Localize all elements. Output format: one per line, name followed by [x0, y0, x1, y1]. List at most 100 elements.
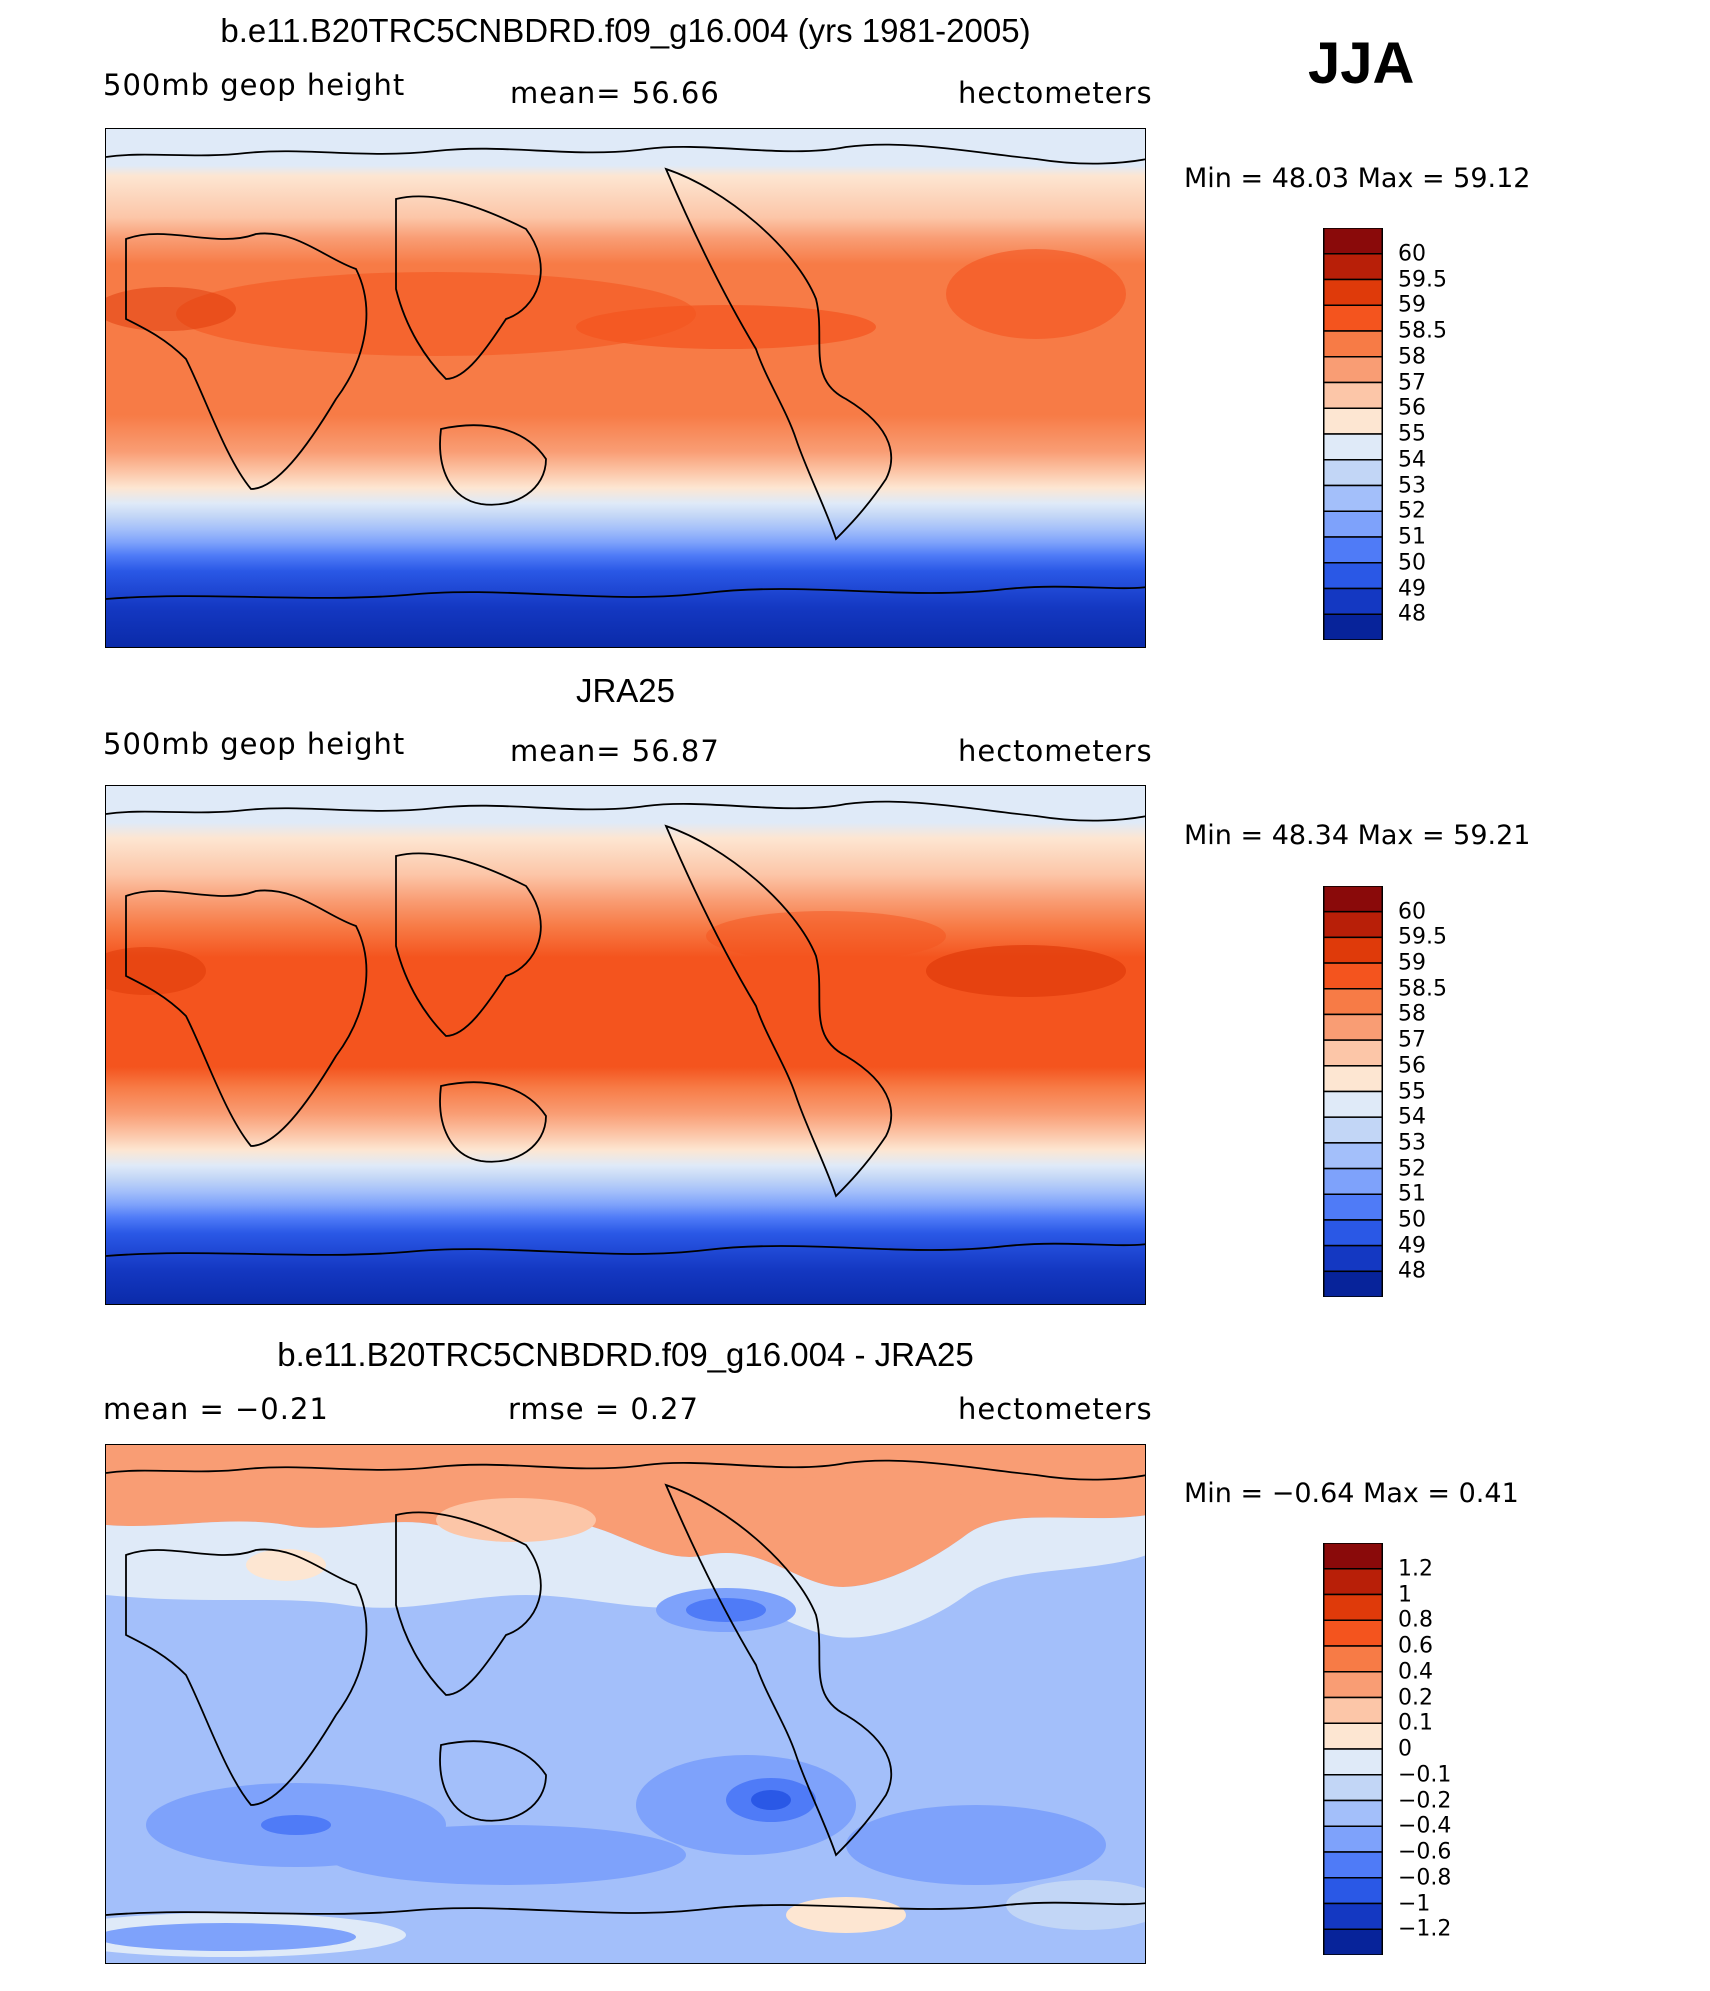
panel1-units-label: hectometers — [958, 76, 1153, 110]
panel2-units-label: hectometers — [958, 734, 1153, 768]
colorbar-tick-label: −1 — [1398, 1891, 1431, 1916]
colorbar-tick-label: −0.1 — [1398, 1762, 1452, 1788]
colorbar-swatch — [1323, 1722, 1383, 1750]
colorbar-tick-label: 59.5 — [1398, 924, 1447, 950]
colorbar-tick-label: 55 — [1398, 1079, 1426, 1104]
colorbar-swatch — [1323, 1877, 1383, 1905]
panel3-units-label: hectometers — [958, 1392, 1153, 1426]
colorbar-swatch — [1323, 536, 1383, 564]
colorbar-tick-label: 60 — [1398, 241, 1426, 267]
panel3-minmax: Min = −0.64 Max = 0.41 — [1184, 1478, 1519, 1509]
colorbar-swatch — [1323, 1619, 1383, 1647]
colorbar-tick-label: 1.2 — [1398, 1556, 1433, 1582]
colorbar-swatch — [1323, 1065, 1383, 1093]
colorbar-swatch — [1323, 356, 1383, 384]
colorbar-tick-label: 60 — [1398, 899, 1426, 925]
colorbar-tick-label: 0.2 — [1398, 1685, 1433, 1710]
colorbar-tick-label: 50 — [1398, 1207, 1426, 1233]
colorbar-swatch — [1323, 1928, 1383, 1955]
colorbar-swatch — [1323, 1244, 1383, 1273]
colorbar-tick-label: 59.5 — [1398, 267, 1447, 292]
colorbar-swatch — [1323, 1193, 1383, 1221]
colorbar-swatch — [1323, 228, 1383, 255]
colorbar-swatch — [1323, 962, 1383, 990]
colorbar-tick-label: −1.2 — [1398, 1916, 1452, 1942]
colorbar-swatch — [1323, 459, 1383, 487]
colorbar-tick-label: 58 — [1398, 1001, 1426, 1027]
panel1-title: b.e11.B20TRC5CNBDRD.f09_g16.004 (yrs 198… — [220, 12, 1031, 49]
colorbar-swatch — [1323, 433, 1383, 461]
colorbar-swatch — [1323, 1013, 1383, 1041]
colorbar-tick-label: 51 — [1398, 1181, 1426, 1207]
colorbar-tick-label: 57 — [1398, 370, 1426, 395]
colorbar-swatch — [1323, 1671, 1383, 1699]
colorbar-swatch — [1323, 1799, 1383, 1827]
colorbar-tick-label: 54 — [1398, 1104, 1426, 1130]
colorbar-swatch — [1323, 1902, 1383, 1930]
panel3-rmse-label: rmse = 0.27 — [508, 1392, 699, 1426]
colorbar-tick-label: 1 — [1398, 1582, 1412, 1607]
panel2-mean-label: mean= 56.87 — [510, 734, 720, 768]
panel3-mean-label: mean = −0.21 — [103, 1392, 329, 1426]
colorbar-tick-label: 59 — [1398, 292, 1426, 318]
colorbar-swatch — [1323, 587, 1383, 615]
colorbar-tick-label: 0.4 — [1398, 1659, 1433, 1685]
colorbar-swatch — [1323, 1825, 1383, 1853]
colorbar-swatch — [1323, 484, 1383, 512]
colorbar-swatch — [1323, 1543, 1383, 1570]
colorbar-tick-label: 50 — [1398, 550, 1426, 576]
colorbar-swatch — [1323, 304, 1383, 332]
panel1-minmax: Min = 48.03 Max = 59.12 — [1184, 163, 1531, 194]
panel2-title: JRA25 — [575, 672, 676, 709]
colorbar-tick-label: 0.1 — [1398, 1710, 1433, 1736]
colorbar-swatch — [1323, 886, 1383, 913]
colorbar-swatch — [1323, 562, 1383, 590]
panel1-mean-label: mean= 56.66 — [510, 76, 720, 110]
colorbar-swatch — [1323, 1219, 1383, 1247]
colorbar-tick-label: 56 — [1398, 395, 1426, 421]
colorbar-tick-label: 56 — [1398, 1053, 1426, 1079]
panel2-minmax: Min = 48.34 Max = 59.21 — [1184, 820, 1531, 851]
colorbar-swatch — [1323, 407, 1383, 435]
colorbar-tick-label: 51 — [1398, 524, 1426, 550]
colorbar-tick-label: 54 — [1398, 447, 1426, 473]
colorbar-swatch — [1323, 1851, 1383, 1879]
colorbar-swatch — [1323, 1696, 1383, 1724]
colorbar-tick-label: 53 — [1398, 473, 1426, 498]
panel1-colorbar — [1323, 228, 1383, 640]
colorbar-tick-label: 55 — [1398, 421, 1426, 447]
colorbar-tick-label: 0.6 — [1398, 1633, 1433, 1659]
colorbar-tick-label: 0.8 — [1398, 1607, 1433, 1633]
colorbar-tick-label: 49 — [1398, 576, 1426, 601]
panel2-colorbar — [1323, 886, 1383, 1297]
colorbar-tick-label: 48 — [1398, 1258, 1426, 1284]
colorbar-swatch — [1323, 1116, 1383, 1144]
colorbar-swatch — [1323, 1748, 1383, 1776]
colorbar-swatch — [1323, 278, 1383, 306]
colorbar-swatch — [1323, 510, 1383, 538]
colorbar-swatch — [1323, 1090, 1383, 1118]
panel3-map — [105, 1444, 1146, 1964]
panel3-colorbar — [1323, 1543, 1383, 1955]
colorbar-tick-label: 57 — [1398, 1027, 1426, 1053]
season-label: JJA — [1308, 31, 1415, 96]
colorbar-swatch — [1323, 1774, 1383, 1802]
panel1-map — [105, 128, 1146, 648]
panel3-title: b.e11.B20TRC5CNBDRD.f09_g16.004 - JRA25 — [277, 1336, 974, 1373]
colorbar-swatch — [1323, 381, 1383, 409]
colorbar-tick-label: 58.5 — [1398, 976, 1447, 1002]
panel2-map — [105, 785, 1146, 1305]
colorbar-swatch — [1323, 1645, 1383, 1673]
colorbar-tick-label: 58.5 — [1398, 318, 1447, 344]
colorbar-swatch — [1323, 1568, 1383, 1596]
colorbar-tick-label: 59 — [1398, 950, 1426, 976]
colorbar-swatch — [1323, 1167, 1383, 1195]
colorbar-swatch — [1323, 613, 1383, 640]
colorbar-swatch — [1323, 1039, 1383, 1067]
colorbar-swatch — [1323, 253, 1383, 281]
colorbar-tick-label: −0.6 — [1398, 1839, 1452, 1865]
colorbar-swatch — [1323, 910, 1383, 939]
colorbar-swatch — [1323, 330, 1383, 358]
colorbar-tick-label: 48 — [1398, 601, 1426, 627]
colorbar-tick-label: 53 — [1398, 1130, 1426, 1156]
